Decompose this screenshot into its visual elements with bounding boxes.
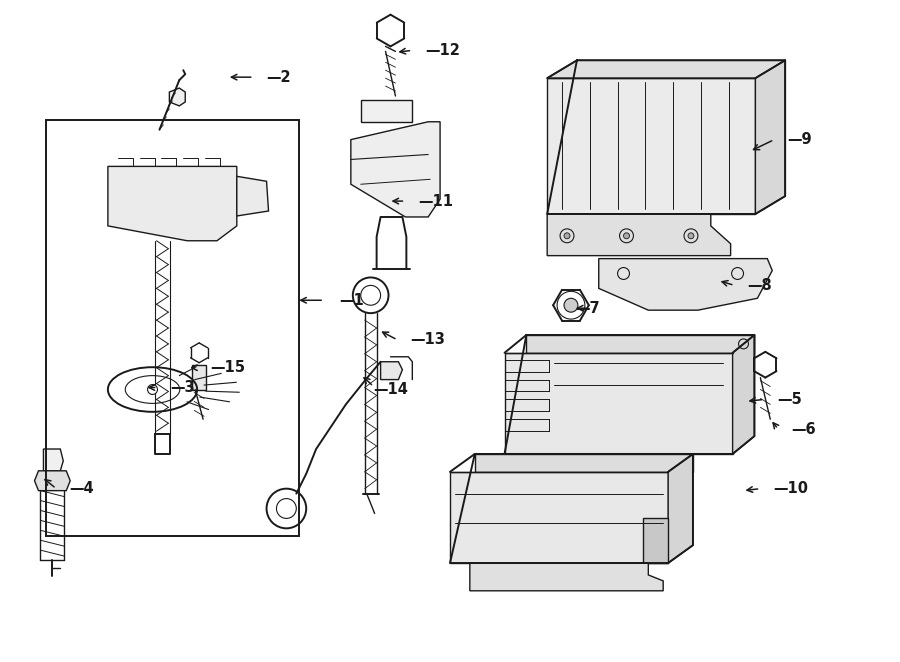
- Polygon shape: [505, 353, 733, 454]
- Polygon shape: [668, 454, 693, 563]
- Polygon shape: [108, 166, 237, 241]
- Polygon shape: [351, 122, 440, 217]
- Circle shape: [564, 299, 578, 312]
- Text: —11: —11: [418, 193, 454, 209]
- Circle shape: [688, 233, 694, 239]
- Text: —3: —3: [170, 380, 195, 395]
- Polygon shape: [598, 259, 772, 310]
- Polygon shape: [733, 335, 754, 454]
- Polygon shape: [361, 100, 412, 122]
- Polygon shape: [547, 78, 755, 214]
- Polygon shape: [644, 518, 668, 563]
- Polygon shape: [381, 361, 402, 379]
- Polygon shape: [475, 454, 693, 472]
- Text: —15: —15: [210, 360, 245, 375]
- Circle shape: [624, 233, 629, 239]
- Polygon shape: [547, 214, 731, 256]
- Polygon shape: [547, 60, 785, 78]
- Text: —7: —7: [575, 301, 599, 316]
- Text: —13: —13: [410, 332, 446, 348]
- Polygon shape: [237, 176, 268, 216]
- Polygon shape: [470, 563, 663, 591]
- Text: —2: —2: [266, 70, 292, 85]
- Polygon shape: [526, 335, 754, 353]
- Text: —9: —9: [788, 132, 812, 147]
- Polygon shape: [169, 88, 185, 106]
- Text: —6: —6: [791, 422, 815, 437]
- Polygon shape: [193, 365, 206, 389]
- Polygon shape: [34, 471, 70, 491]
- Text: —12: —12: [425, 43, 460, 58]
- Text: —5: —5: [778, 392, 802, 407]
- Circle shape: [564, 233, 570, 239]
- Text: —14: —14: [374, 382, 409, 397]
- Text: —10: —10: [773, 481, 808, 496]
- Circle shape: [148, 385, 157, 395]
- Polygon shape: [450, 472, 668, 563]
- Bar: [47, 120, 300, 536]
- Text: —4: —4: [69, 481, 94, 496]
- Polygon shape: [755, 60, 785, 214]
- Text: —8: —8: [748, 278, 772, 293]
- Text: —1: —1: [339, 293, 364, 308]
- Polygon shape: [43, 449, 63, 471]
